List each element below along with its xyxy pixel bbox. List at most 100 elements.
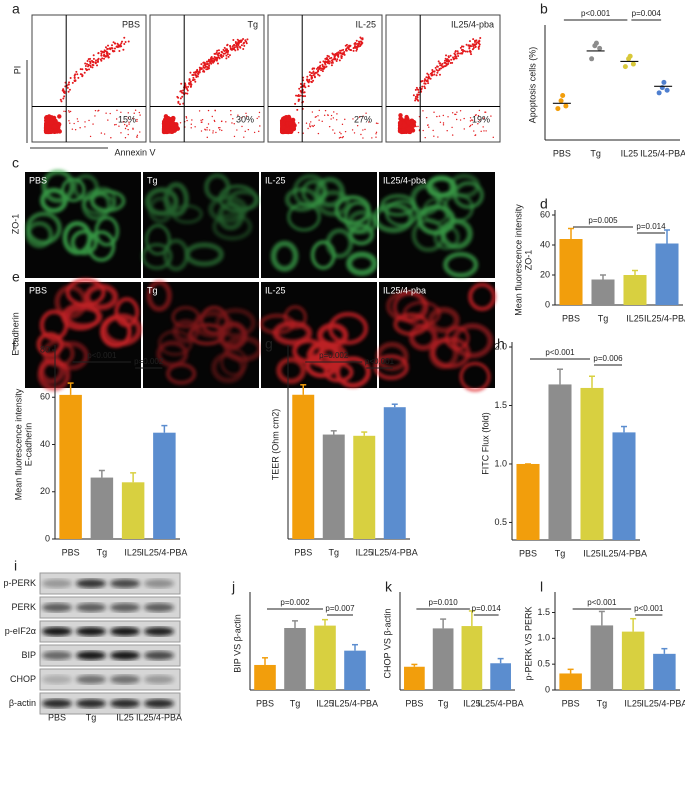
dot xyxy=(238,40,241,43)
p-value: p<0.001 xyxy=(587,598,617,607)
panel-letter: d xyxy=(540,196,548,212)
dot xyxy=(321,70,324,73)
dot xyxy=(206,136,208,139)
dot xyxy=(67,90,70,93)
dot xyxy=(241,116,243,119)
p-value: p=0.002 xyxy=(280,598,310,607)
dot xyxy=(92,57,95,60)
cell xyxy=(146,279,172,312)
dot xyxy=(331,60,334,63)
dot xyxy=(423,85,426,88)
y-tick-label: 1.5 xyxy=(494,400,507,410)
p-value: p<0.001 xyxy=(545,348,575,357)
dot xyxy=(447,116,449,118)
dot xyxy=(463,117,465,120)
dot xyxy=(191,119,193,121)
dot xyxy=(236,129,238,131)
image-label: IL-25 xyxy=(265,285,286,295)
dot xyxy=(201,118,204,121)
dot xyxy=(223,52,226,55)
dot xyxy=(343,53,346,56)
dot xyxy=(195,71,198,74)
dot xyxy=(432,70,435,73)
dot xyxy=(73,74,76,77)
dot xyxy=(107,44,110,47)
blot-band xyxy=(76,603,106,612)
error-bar xyxy=(292,620,298,628)
dot xyxy=(440,64,443,67)
x-tick-label: PBS xyxy=(62,547,80,557)
cell xyxy=(385,199,419,227)
x-tick-label: Tg xyxy=(328,547,339,557)
error-bar xyxy=(98,469,105,478)
cell xyxy=(212,212,253,241)
dot xyxy=(215,51,218,54)
dot xyxy=(203,63,206,66)
dot xyxy=(139,114,141,116)
protein-label: PERK xyxy=(11,602,36,612)
dot xyxy=(123,36,126,39)
x-tick-label: Tg xyxy=(438,698,449,708)
dot xyxy=(332,129,334,131)
dot xyxy=(335,60,338,63)
dot xyxy=(81,68,84,71)
cell xyxy=(41,169,75,204)
dot xyxy=(92,123,94,125)
dot xyxy=(84,121,86,123)
dot xyxy=(424,87,427,90)
dot xyxy=(320,67,323,70)
dot xyxy=(189,81,192,84)
dot xyxy=(484,111,486,113)
dot xyxy=(420,87,423,90)
y-axis-label: TEER (Ohm cm2) xyxy=(270,409,280,481)
dot xyxy=(186,87,189,90)
dot xyxy=(225,57,228,60)
dot xyxy=(83,71,86,74)
dot xyxy=(352,118,354,120)
dot xyxy=(349,48,352,51)
dot xyxy=(181,91,184,94)
dot xyxy=(339,131,341,133)
dot xyxy=(77,76,80,79)
blot-band xyxy=(110,651,140,660)
image-label: Tg xyxy=(147,285,158,295)
cell xyxy=(215,307,256,338)
dot xyxy=(259,125,261,127)
dot xyxy=(414,95,417,98)
dot xyxy=(316,66,319,69)
dot xyxy=(454,50,457,53)
dot xyxy=(311,71,314,74)
dot xyxy=(115,118,118,120)
blot-band xyxy=(110,699,140,708)
dot xyxy=(114,42,117,45)
dot xyxy=(344,49,347,52)
bar xyxy=(314,625,336,690)
y-axis-label: E-cadherin xyxy=(23,423,33,467)
dot xyxy=(104,46,107,49)
dot xyxy=(206,126,208,129)
dot xyxy=(490,115,492,117)
dot xyxy=(120,132,122,134)
dot xyxy=(397,120,403,126)
dot xyxy=(238,45,241,48)
dot xyxy=(232,44,235,47)
dot xyxy=(189,85,192,88)
p-value: p=0.004 xyxy=(632,9,662,18)
dot xyxy=(236,42,239,45)
dot xyxy=(365,112,367,114)
dot xyxy=(190,127,192,129)
blot-band xyxy=(76,579,106,588)
dot xyxy=(355,48,358,51)
x-tick-label: IL25 xyxy=(624,698,642,708)
x-tick-label: IL25/4-PBA xyxy=(332,698,378,708)
protein-label: β-actin xyxy=(9,698,36,708)
dot xyxy=(216,49,219,52)
dot xyxy=(89,57,92,60)
dot xyxy=(477,123,479,125)
dot xyxy=(74,129,77,131)
dot xyxy=(110,137,112,139)
dot xyxy=(53,128,59,134)
dot xyxy=(341,136,343,139)
dot xyxy=(362,137,364,139)
dot xyxy=(71,81,74,84)
